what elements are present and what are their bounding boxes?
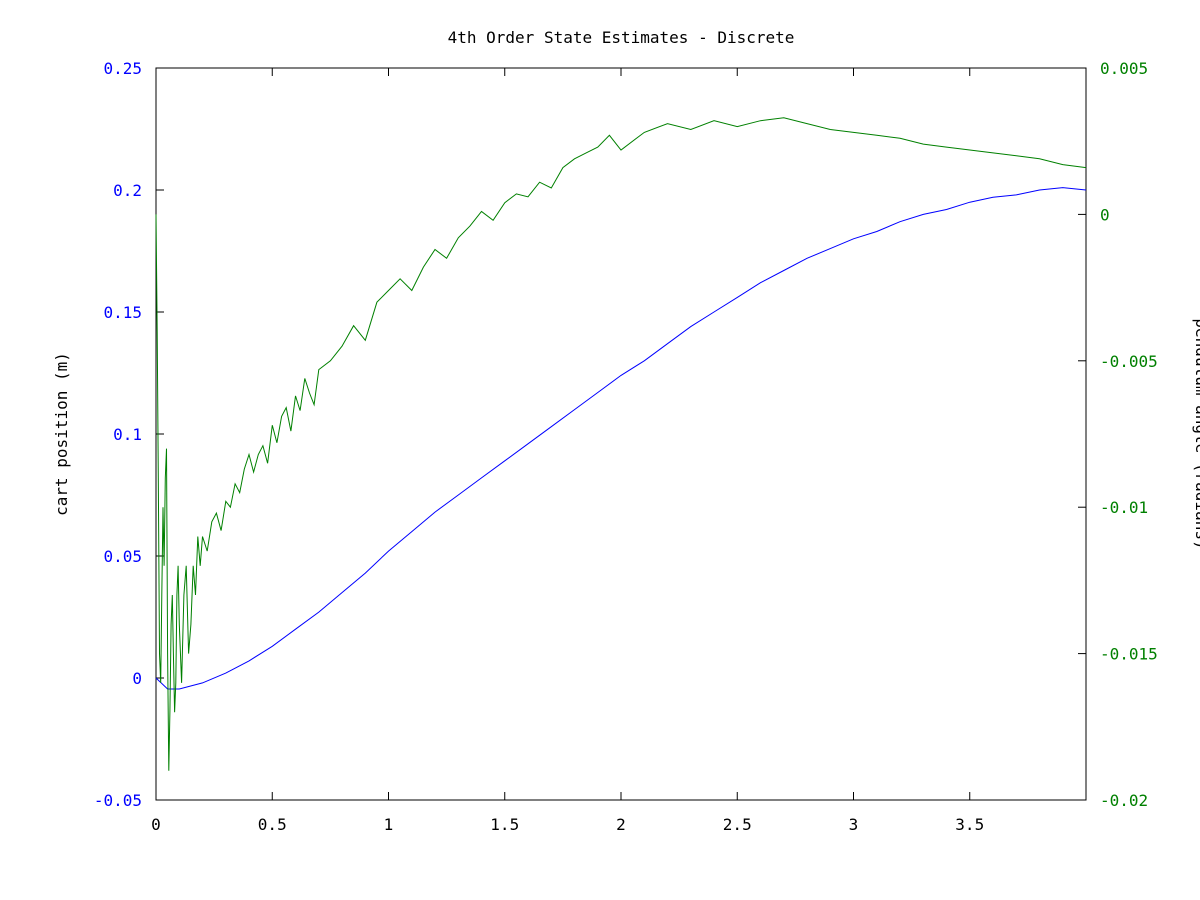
x-tick-label: 1.5 xyxy=(490,815,519,834)
x-tick-label: 3 xyxy=(849,815,859,834)
series-group xyxy=(155,117,1087,771)
chart-title: 4th Order State Estimates - Discrete xyxy=(448,28,795,47)
y2-tick-label: 0.005 xyxy=(1100,59,1148,78)
series-line-pendulum xyxy=(155,117,1087,771)
x-tick-label: 1 xyxy=(384,815,394,834)
x-tick-label: 0.5 xyxy=(258,815,287,834)
y2-tick-label: -0.02 xyxy=(1100,791,1148,810)
y2-tick-label: -0.01 xyxy=(1100,498,1148,517)
y2-tick-label: -0.015 xyxy=(1100,645,1158,664)
plot-frame xyxy=(155,67,1087,801)
series-line-cart xyxy=(155,187,1087,690)
y2-tick-label: 0 xyxy=(1100,205,1110,224)
x-axis-ticks: 0 0.5 1 1.5 2 2.5 3 3.5 xyxy=(151,68,984,834)
y1-tick-label: 0 xyxy=(132,669,142,688)
x-tick-label: 2.5 xyxy=(723,815,752,834)
x-tick-label: 2 xyxy=(616,815,626,834)
y1-axis-label: cart position (m) xyxy=(52,352,71,516)
x-tick-label: 0 xyxy=(151,815,161,834)
y1-tick-label: -0.05 xyxy=(94,791,142,810)
x-tick-label: 3.5 xyxy=(955,815,984,834)
y1-tick-label: 0.05 xyxy=(103,547,142,566)
y1-tick-label: 0.2 xyxy=(113,181,142,200)
y1-tick-label: 0.25 xyxy=(103,59,142,78)
y2-axis-ticks: -0.02 -0.015 -0.01 -0.005 0 0.005 xyxy=(1078,59,1158,810)
y2-tick-label: -0.005 xyxy=(1100,352,1158,371)
y1-tick-label: 0.15 xyxy=(103,303,142,322)
y1-axis-ticks: -0.05 0 0.05 0.1 0.15 0.2 0.25 xyxy=(94,59,164,810)
y1-tick-label: 0.1 xyxy=(113,425,142,444)
y2-axis-label: pendulum angle (radians) xyxy=(1192,318,1200,549)
